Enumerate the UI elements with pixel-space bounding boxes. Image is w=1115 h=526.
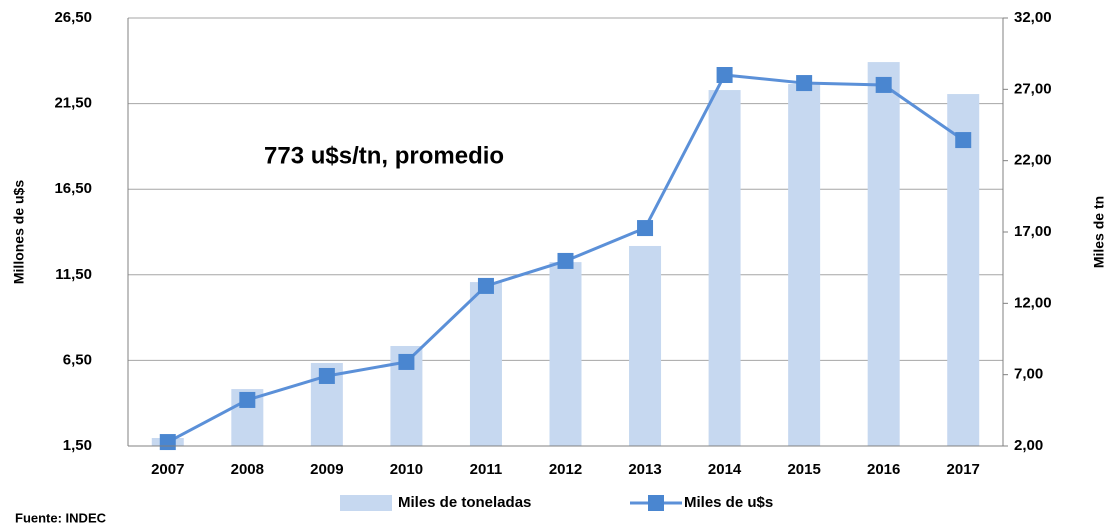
legend-swatch — [648, 495, 664, 511]
bar — [947, 94, 980, 447]
y-tick-label: 21,50 — [54, 95, 92, 112]
x-tick-label: 2007 — [151, 461, 184, 478]
legend-label: Miles de u$s — [684, 494, 773, 511]
y2-tick-label: 12,00 — [1014, 294, 1052, 311]
y-axis-title: Millones de u$s — [11, 180, 27, 284]
x-tick-label: 2008 — [231, 461, 264, 478]
x-tick-label: 2012 — [549, 461, 582, 478]
x-tick-label: 2011 — [470, 461, 503, 478]
marker — [159, 434, 176, 451]
bar — [629, 245, 662, 446]
y2-tick-label: 22,00 — [1014, 152, 1052, 169]
bar — [708, 90, 741, 447]
marker — [955, 132, 972, 149]
marker — [239, 391, 256, 408]
x-tick-label: 2010 — [390, 461, 423, 478]
bar — [867, 62, 900, 447]
y-tick-label: 11,50 — [55, 266, 92, 283]
marker — [716, 67, 733, 84]
marker — [875, 76, 892, 93]
y-tick-label: 1,50 — [63, 437, 92, 454]
marker — [796, 75, 813, 92]
legend-swatch — [340, 495, 392, 511]
marker — [398, 353, 415, 370]
marker — [477, 277, 494, 294]
bar — [469, 282, 502, 446]
y2-tick-label: 7,00 — [1014, 366, 1043, 383]
source: Fuente: INDEC — [15, 510, 107, 525]
x-tick-label: 2016 — [867, 461, 900, 478]
marker — [318, 367, 335, 384]
y2-tick-label: 27,00 — [1014, 80, 1052, 97]
x-tick-label: 2013 — [628, 461, 661, 478]
y2-tick-label: 17,00 — [1014, 223, 1052, 240]
y2-tick-label: 2,00 — [1014, 437, 1043, 454]
x-tick-label: 2017 — [947, 461, 980, 478]
x-tick-label: 2014 — [708, 461, 742, 478]
y2-tick-label: 32,00 — [1014, 9, 1052, 26]
bar — [788, 84, 821, 447]
bar — [549, 262, 582, 446]
y2-axis-title: Miles de tn — [1091, 196, 1107, 268]
y-tick-label: 16,50 — [54, 180, 92, 197]
x-tick-label: 2015 — [787, 461, 820, 478]
x-tick-label: 2009 — [310, 461, 343, 478]
y-tick-label: 6,50 — [63, 351, 92, 368]
legend-label: Miles de toneladas — [398, 494, 531, 511]
marker — [637, 220, 654, 237]
annotation: 773 u$s/tn, promedio — [264, 142, 504, 169]
marker — [557, 252, 574, 269]
y-tick-label: 26,50 — [54, 9, 92, 26]
